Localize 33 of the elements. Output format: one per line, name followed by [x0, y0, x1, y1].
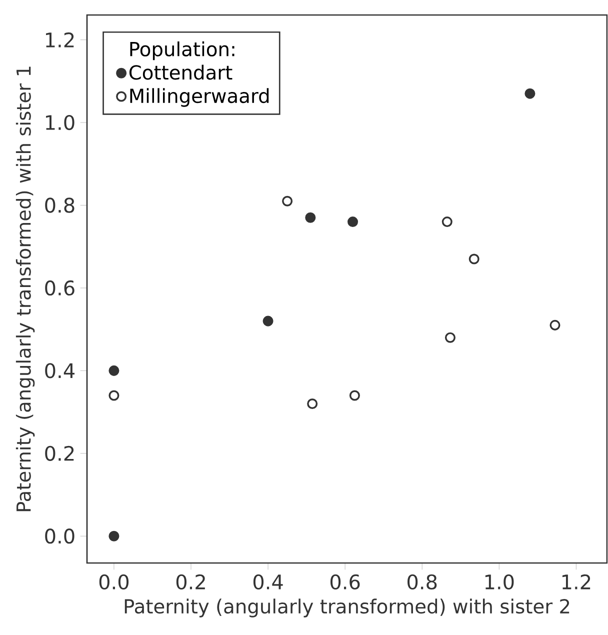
x-tick-label: 0.0 [100, 574, 129, 590]
point [108, 390, 120, 401]
point [262, 316, 274, 326]
point [550, 320, 560, 330]
x-axis-title: Paternity (angularly transformed) with sister 2 [125, 598, 570, 618]
point [445, 332, 456, 343]
x-tick-label: 0.6 [330, 574, 360, 590]
x-tick-label: 1.2 [562, 574, 590, 590]
point [350, 390, 360, 401]
point [108, 530, 120, 542]
y-tick-label: 0.8 [45, 198, 74, 213]
point [307, 398, 318, 410]
y-tick-label: 0.2 [45, 446, 74, 461]
point [305, 212, 316, 223]
point [524, 88, 536, 99]
y-tick-label: 0.6 [45, 280, 75, 296]
y-tick-label: 0.4 [45, 363, 75, 378]
y-tick-label: 0.0 [45, 528, 74, 544]
x-tick-label: 1.0 [486, 574, 514, 590]
x-tick-label: 0.2 [176, 574, 206, 590]
legend-label: Cottendart [130, 64, 232, 80]
point [469, 254, 480, 264]
y-tick-label: 1.2 [46, 32, 74, 48]
y-axis-title: Paternity (angularly transformed) with sister 1 [16, 66, 35, 512]
point [442, 216, 453, 228]
point [108, 365, 120, 376]
legend-label: Millingerwaard [130, 88, 269, 107]
point [282, 196, 293, 206]
x-tick-label: 0.8 [408, 574, 437, 590]
x-tick-label: 0.4 [254, 574, 283, 590]
point [348, 216, 358, 228]
legend-title: Population: [130, 41, 234, 60]
y-tick-label: 1.0 [46, 114, 74, 130]
